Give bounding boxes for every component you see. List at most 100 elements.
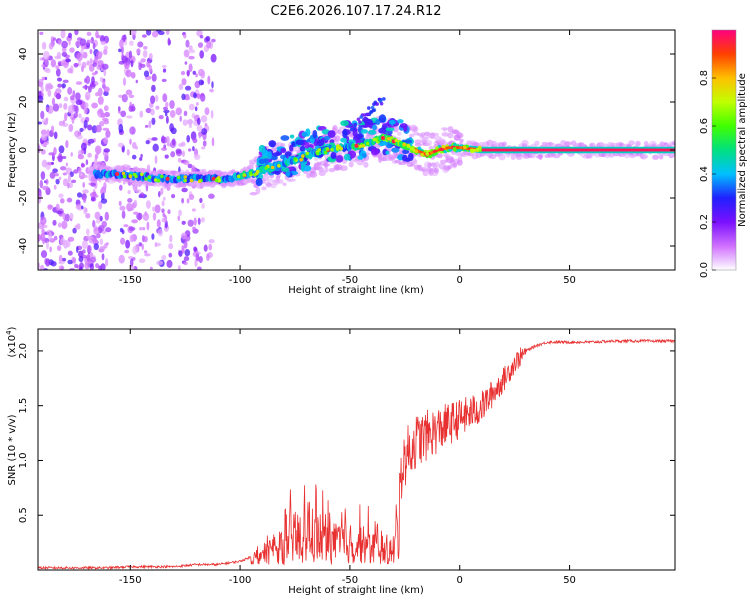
heatmap-cell (435, 146, 439, 150)
heatmap-cell (363, 161, 369, 168)
heatmap-cell (98, 51, 103, 57)
heatmap-cell (126, 164, 132, 171)
heatmap-cell (192, 70, 197, 75)
heatmap-cell (472, 142, 480, 147)
heatmap-cell (139, 192, 145, 198)
heatmap-cell (121, 210, 126, 219)
heatmap-cell (62, 178, 69, 187)
heatmap-cell (41, 133, 48, 141)
heatmap-cell (38, 262, 41, 270)
heatmap-cell (128, 174, 133, 179)
heatmap-cell (188, 55, 195, 60)
heatmap-cell (295, 139, 304, 146)
heatmap-cell (117, 110, 121, 114)
heatmap-cell (217, 178, 222, 183)
heatmap-cell (367, 106, 371, 110)
heatmap-cell (73, 62, 79, 68)
heatmap-cell (371, 108, 376, 113)
heatmap-cell (72, 227, 77, 234)
heatmap-cell (60, 30, 66, 39)
heatmap-cell (177, 265, 181, 270)
figure-title: C2E6.2026.107.17.24.R12 (270, 4, 441, 19)
heatmap-cell (316, 139, 325, 147)
heatmap-cell (210, 53, 217, 63)
heatmap-cell (164, 112, 168, 117)
heatmap-cell (48, 42, 54, 50)
heatmap-cell (94, 153, 99, 160)
heatmap-cell (334, 135, 341, 142)
heatmap-cell (106, 242, 109, 246)
heatmap-cell (147, 175, 152, 180)
heatmap-cell (161, 254, 167, 261)
heatmap-cell (120, 110, 127, 118)
heatmap-cell (51, 97, 56, 106)
heatmap-cell (118, 200, 122, 206)
heatmap-cell (41, 159, 48, 168)
heatmap-cell (378, 114, 387, 123)
heatmap-cell (208, 193, 215, 199)
heatmap-cell (151, 233, 155, 240)
heatmap-cell (130, 30, 137, 36)
heatmap-cell (87, 245, 92, 253)
heatmap-cell (80, 142, 87, 151)
heatmap-cell (165, 115, 169, 124)
heatmap-cell (391, 147, 400, 153)
heatmap-cell (40, 216, 47, 226)
heatmap-cell (635, 142, 641, 146)
heatmap-cell (193, 246, 198, 252)
heatmap-cell (139, 157, 143, 161)
heatmap-cell (255, 179, 260, 186)
heatmap-cell (85, 159, 89, 166)
heatmap-cell (81, 205, 84, 210)
heatmap-cell (82, 189, 89, 194)
heatmap-cell (80, 163, 86, 168)
heatmap-cell (69, 267, 76, 270)
heatmap-cell (56, 77, 63, 82)
heatmap-cell (129, 138, 132, 145)
heatmap-cell (317, 148, 322, 152)
heatmap-cell (102, 127, 110, 131)
heatmap-cell (200, 115, 208, 123)
heatmap-cell (132, 183, 138, 192)
heatmap-cell (61, 123, 69, 127)
heatmap-cell (271, 155, 278, 161)
heatmap-cell (89, 263, 95, 270)
y-tick-label: -40 (18, 238, 29, 254)
heatmap-cell (91, 72, 97, 76)
heatmap-cell (207, 75, 211, 85)
heatmap-cell (55, 88, 62, 95)
heatmap-cell (179, 115, 182, 122)
heatmap-cell (187, 118, 193, 125)
heatmap-cell (161, 64, 167, 68)
heatmap-cell (197, 266, 202, 270)
heatmap-cell (171, 193, 176, 199)
heatmap-cell (192, 145, 195, 152)
heatmap-cell (65, 213, 70, 222)
heatmap-cell (55, 68, 61, 77)
heatmap-cell (425, 152, 430, 156)
heatmap-cell (427, 162, 432, 169)
heatmap-cell (69, 212, 74, 220)
heatmap-cell (425, 139, 433, 146)
heatmap-cell (55, 92, 61, 100)
heatmap-cell (102, 230, 107, 234)
heatmap-cell (356, 117, 361, 122)
heatmap-cell (441, 144, 446, 149)
y-tick-label: -20 (18, 190, 29, 206)
heatmap-cell (204, 123, 208, 127)
heatmap-cell (194, 106, 198, 112)
heatmap-cell (272, 179, 280, 185)
heatmap-cell (169, 123, 174, 132)
heatmap-cell (140, 153, 143, 158)
heatmap-cell (186, 134, 191, 143)
heatmap-cell (47, 82, 52, 90)
heatmap-cell (248, 171, 253, 175)
heatmap-cell (299, 145, 306, 152)
heatmap-cell (62, 212, 66, 220)
heatmap-cell (45, 178, 49, 185)
heatmap-cell (188, 194, 195, 200)
heatmap-cell (54, 173, 59, 177)
heatmap-cell (182, 150, 185, 158)
heatmap-cell (103, 119, 110, 125)
x-tick-label: -150 (119, 575, 142, 586)
